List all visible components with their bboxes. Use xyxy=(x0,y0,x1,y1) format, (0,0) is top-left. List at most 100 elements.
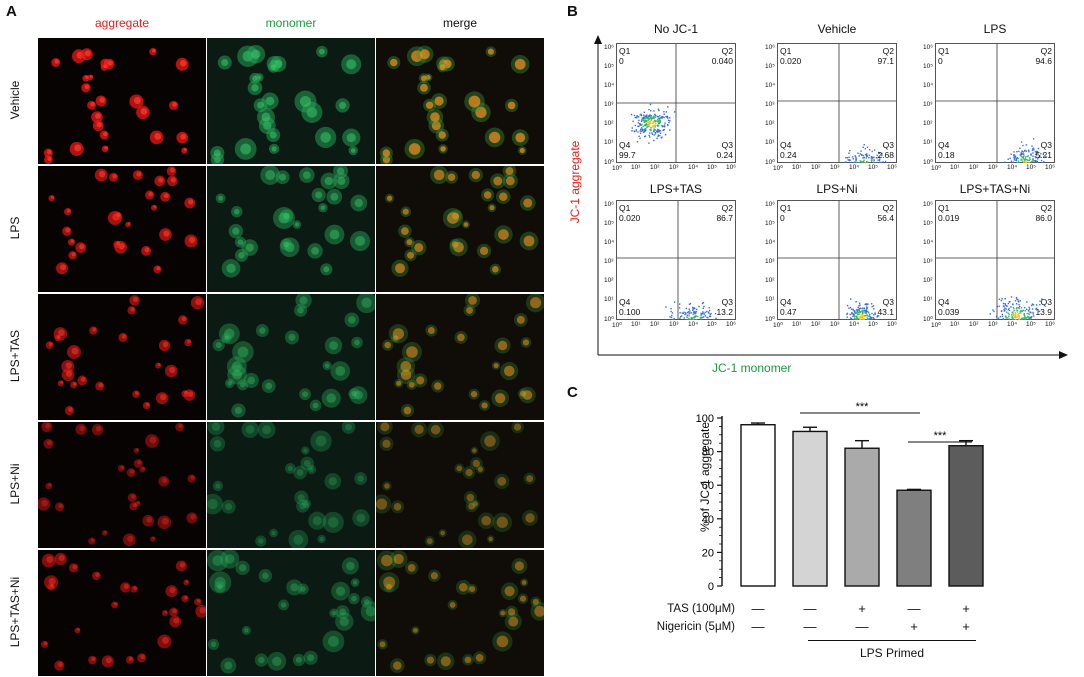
quadrant-q3: Q3 43.1 xyxy=(877,297,894,317)
flow-x-tick: 10⁶ xyxy=(887,321,897,328)
flow-x-tick: 10³ xyxy=(988,164,998,171)
flow-x-tick: 10⁵ xyxy=(868,164,878,171)
flow-x-tick: 10¹ xyxy=(792,164,802,171)
flow-y-tick: 10⁵ xyxy=(604,220,614,227)
quadrant-q3: Q3 2.68 xyxy=(877,140,894,160)
flow-x-tick: 10⁵ xyxy=(1026,321,1036,328)
micrograph-aggregate xyxy=(38,38,206,164)
bar xyxy=(948,445,984,587)
flow-plot: Q1 0 Q2 56.4 Q3 43.1 Q4 0.47 xyxy=(777,200,897,369)
flow-y-tick: 10⁴ xyxy=(604,239,615,246)
flow-y-tick: 10² xyxy=(765,120,775,127)
flow-plot: Q1 0 Q2 94.6 Q3 5.21 Q4 0.18 xyxy=(935,43,1055,187)
flow-x-tick: 10⁶ xyxy=(1045,164,1055,171)
bar-y-tick-label: 80 xyxy=(702,447,714,459)
flow-x-tick: 10² xyxy=(969,321,979,328)
row-label: Vehicle xyxy=(8,80,22,120)
quadrant-q4: Q4 0.039 xyxy=(938,297,960,317)
flow-x-tick: 10⁴ xyxy=(1007,164,1018,171)
quadrant-q2: Q2 97.1 xyxy=(877,46,894,66)
flow-plot: Q1 0 Q2 0.040 Q3 0.24 Q4 99.7 xyxy=(616,43,736,163)
flow-y-tick: 10⁰ xyxy=(923,159,933,166)
flow-y-tick: 10² xyxy=(604,120,614,127)
flow-y-tick: 10³ xyxy=(765,101,775,108)
flow-x-tick: 10³ xyxy=(669,321,679,328)
flow-x-tick: 10⁰ xyxy=(773,322,783,329)
flow-y-tick: 10⁴ xyxy=(604,82,615,89)
flow-y-tick: 10⁶ xyxy=(923,44,933,51)
micrograph-merge xyxy=(376,294,544,420)
flow-x-tick: 10⁶ xyxy=(726,321,736,328)
flow-x-tick: 10⁰ xyxy=(931,322,941,329)
flow-y-tick: 10⁵ xyxy=(604,63,614,70)
micrograph-merge xyxy=(376,166,544,292)
flow-y-tick: 10⁰ xyxy=(604,316,614,323)
quadrant-q3: Q3 0.24 xyxy=(716,140,733,160)
col-head-merge: merge xyxy=(442,16,477,30)
treatment-mark: + xyxy=(910,619,918,634)
quadrant-q4: Q4 0.18 xyxy=(938,140,955,160)
flow-y-tick: 10³ xyxy=(765,258,775,265)
flow-y-tick: 10⁰ xyxy=(604,159,614,166)
flow-y-tick: 10⁶ xyxy=(604,201,614,208)
flow-x-tick: 10⁰ xyxy=(612,322,622,329)
row-label: LPS+Ni xyxy=(8,463,22,505)
bar-y-tick-label: 60 xyxy=(702,480,714,492)
treatment-mark: — xyxy=(803,619,817,634)
row-label: LPS+TAS+Ni xyxy=(8,576,22,648)
flow-x-tick: 10⁰ xyxy=(931,165,941,172)
flow-y-tick: 10⁵ xyxy=(765,63,775,70)
panel-c-letter: C xyxy=(567,384,578,401)
bar-y-tick-label: 0 xyxy=(708,581,714,593)
flow-x-tick: 10⁵ xyxy=(707,164,717,171)
quadrant-q2: Q2 94.6 xyxy=(1035,46,1052,66)
treatment-mark: — xyxy=(855,619,869,634)
treatment-mark: — xyxy=(751,601,765,616)
flow-x-tick: 10² xyxy=(650,164,660,171)
flow-x-tick: 10¹ xyxy=(792,321,802,328)
flow-x-tick: 10¹ xyxy=(950,321,960,328)
flow-x-tick: 10⁰ xyxy=(612,165,622,172)
micrograph-aggregate xyxy=(38,294,206,420)
flow-y-tick: 10⁴ xyxy=(765,239,776,246)
flow-x-tick: 10² xyxy=(650,321,660,328)
flow-y-tick: 10³ xyxy=(923,101,933,108)
flow-x-tick: 10³ xyxy=(830,164,840,171)
flow-plot-title: LPS xyxy=(983,22,1007,36)
flow-y-tick: 10⁴ xyxy=(765,82,776,89)
quadrant-q2: Q2 56.4 xyxy=(877,203,894,223)
flow-x-axis-label: JC-1 monomer xyxy=(712,361,792,375)
quadrant-q2: Q2 86.7 xyxy=(716,203,733,223)
treatment-mark: + xyxy=(962,619,970,634)
flow-y-tick: 10⁶ xyxy=(923,201,933,208)
flow-plot: Q1 0.020 Q2 86.7 Q3 13.2 Q4 0.100 xyxy=(616,200,736,349)
flow-y-tick: 10² xyxy=(923,120,933,127)
quadrant-q4: Q4 99.7 xyxy=(619,140,636,160)
micrograph-monomer xyxy=(207,550,375,676)
treatment-mark: — xyxy=(751,619,765,634)
micrograph-monomer xyxy=(207,294,375,420)
flow-y-tick: 10¹ xyxy=(765,296,775,303)
flow-x-tick: 10³ xyxy=(669,164,679,171)
flow-x-tick: 10⁶ xyxy=(1045,321,1055,328)
flow-y-tick: 10¹ xyxy=(923,296,933,303)
flow-x-tick: 10¹ xyxy=(950,164,960,171)
treatment-label-nigericin: Nigericin (5μM) xyxy=(656,621,735,633)
flow-plot: Q1 0.019 Q2 86.0 Q3 13.9 Q4 0.039 xyxy=(935,200,1055,337)
quadrant-q3: Q3 13.2 xyxy=(716,297,733,317)
flow-y-tick: 10² xyxy=(765,277,775,284)
micrograph-merge xyxy=(376,550,544,676)
flow-y-tick: 10³ xyxy=(923,258,933,265)
flow-x-tick: 10¹ xyxy=(631,321,641,328)
flow-x-tick: 10⁶ xyxy=(726,164,736,171)
quadrant-q4: Q4 0.47 xyxy=(780,297,797,317)
lps-primed-line xyxy=(808,640,976,641)
flow-plot-title: LPS+TAS+Ni xyxy=(959,182,1031,196)
lps-primed-label: LPS Primed xyxy=(859,646,925,660)
flow-x-tick: 10⁴ xyxy=(1007,321,1018,328)
bar-y-axis-label: % of JC-1 aggregate xyxy=(698,421,712,533)
flow-y-tick: 10³ xyxy=(604,258,614,265)
flow-y-tick: 10⁵ xyxy=(923,220,933,227)
treatment-mark: + xyxy=(858,601,866,616)
bar xyxy=(740,424,776,587)
